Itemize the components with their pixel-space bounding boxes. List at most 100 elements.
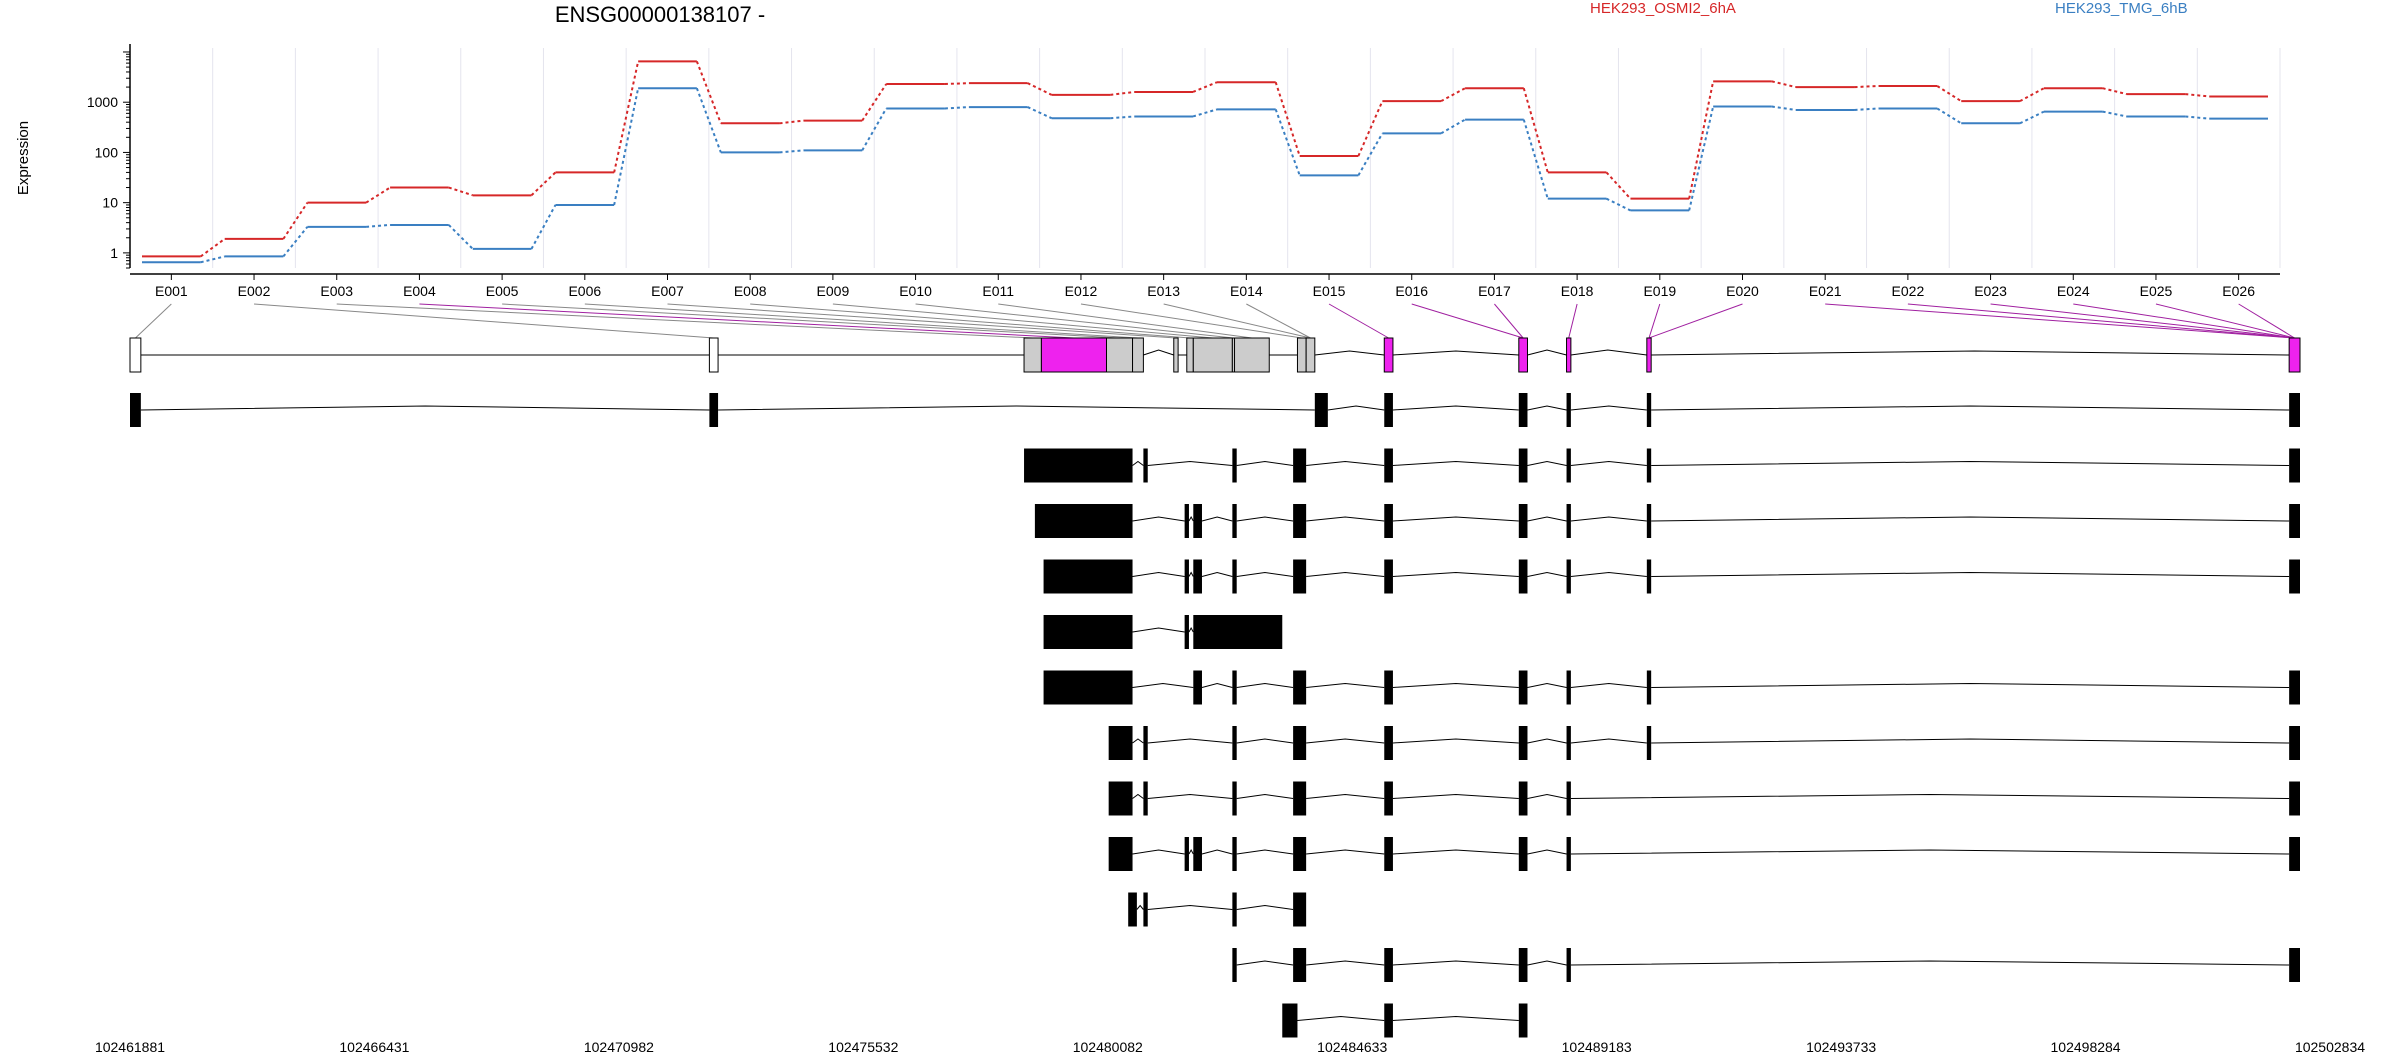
intron-line (1306, 960, 1385, 966)
intron-line (1527, 516, 1567, 522)
transcript-exon (1293, 892, 1307, 927)
exon-label-e018: E018 (1561, 283, 1594, 299)
intron-line (1392, 350, 1519, 356)
intron-line (1236, 904, 1294, 910)
intron-line (1188, 571, 1194, 577)
intron-line (1297, 1015, 1385, 1021)
series-connector (944, 82, 969, 86)
intron-line (1570, 349, 1647, 356)
intron-line (1147, 904, 1233, 910)
intron-line (1306, 682, 1385, 688)
exon-block (129, 337, 142, 373)
transcript-exon (1518, 1003, 1528, 1038)
exon-connector (419, 303, 1074, 339)
exon-block (2288, 337, 2301, 373)
exon-block (1296, 337, 1307, 373)
y-axis-label: Expression (15, 121, 32, 195)
intron-line (1392, 516, 1519, 522)
intron-line (1201, 571, 1233, 577)
exon-block (708, 337, 719, 373)
transcript-exon (1566, 393, 1571, 427)
exon-label-e024: E024 (2057, 283, 2090, 299)
intron-line (1147, 460, 1233, 466)
intron-line (1527, 793, 1567, 799)
series-connector (779, 119, 804, 125)
series-connector (2102, 87, 2127, 96)
transcript-track (1043, 559, 2300, 594)
transcript-exon (1184, 615, 1189, 649)
intron-line (1570, 405, 1647, 411)
intron-line (1392, 793, 1519, 799)
intron-line (1201, 516, 1233, 522)
transcript-exon (1193, 559, 1202, 594)
exon-label-e004: E004 (403, 283, 436, 299)
transcript-exon (1293, 837, 1307, 871)
genomic-tick-label: 102489183 (1562, 1039, 1632, 1055)
series-connector (1440, 87, 1466, 103)
transcript-exon (2289, 781, 2300, 816)
transcript-track (1108, 781, 2300, 816)
transcript-exon (1143, 448, 1148, 483)
transcript-exon (1384, 781, 1393, 816)
axes: 1 10 100 1000 Expression (15, 44, 2280, 280)
transcript-exon (1566, 948, 1571, 982)
intron-line (1570, 460, 1647, 466)
transcript-exon (1384, 504, 1393, 538)
intron-line (1132, 849, 1185, 855)
transcript-exon (1024, 448, 1133, 483)
series-connector (1854, 107, 1879, 111)
series-connector (1522, 87, 1549, 173)
series-connector (613, 61, 640, 173)
exon-connector (1246, 303, 1311, 339)
series-connector (1357, 100, 1384, 157)
transcript-track (1043, 615, 1283, 649)
transcript-exon (1384, 559, 1393, 594)
grid (129, 48, 2281, 268)
intron-line (1143, 349, 1174, 356)
transcript-exon (2289, 837, 2300, 871)
series-connector (1192, 108, 1218, 118)
transcript-exon (1384, 670, 1393, 705)
exon-block (1106, 337, 1134, 373)
genomic-tick-label: 102470982 (584, 1039, 654, 1055)
transcript-exon (2289, 948, 2300, 982)
intron-line (1188, 515, 1194, 522)
transcript-exon (1646, 726, 1652, 760)
y-tick-label: 100 (95, 144, 119, 160)
series-lines (142, 60, 2268, 264)
exon-connector (1494, 303, 1524, 339)
transcript-exon (2289, 670, 2300, 705)
exon-connector (135, 303, 172, 339)
transcript-exon (1293, 781, 1307, 816)
intron-line (1527, 349, 1567, 356)
intron-line (1570, 516, 1647, 522)
y-tick-label: 10 (102, 195, 118, 211)
series-connector (1027, 82, 1053, 96)
genomic-tick-label: 102475532 (828, 1039, 898, 1055)
intron-line (1201, 682, 1233, 688)
transcript-exon (1034, 504, 1133, 538)
transcript-exon (1128, 892, 1137, 927)
transcript-exon (1232, 559, 1237, 594)
gene-model (129, 337, 2301, 373)
exon-connector (584, 303, 1138, 339)
intron-line (1236, 571, 1294, 577)
exon-connector (1568, 303, 1578, 339)
intron-line (1188, 848, 1194, 855)
intron-line (1132, 793, 1144, 799)
intron-line (1306, 571, 1385, 577)
intron-line (1201, 849, 1233, 855)
intron-line (1306, 793, 1385, 799)
intron-line (1136, 904, 1144, 910)
exon-label-e006: E006 (568, 283, 601, 299)
intron-line (1132, 516, 1185, 522)
intron-line (1651, 738, 2290, 744)
intron-line (1651, 571, 2290, 577)
exon-block (1173, 337, 1179, 373)
y-tick-label: 1 (110, 245, 118, 261)
exon-connector (1163, 303, 1311, 339)
intron-line (1236, 849, 1294, 855)
legend-entry-osmi2: HEK293_OSMI2_6hA (1590, 0, 1736, 17)
exon-label-e021: E021 (1809, 283, 1842, 299)
